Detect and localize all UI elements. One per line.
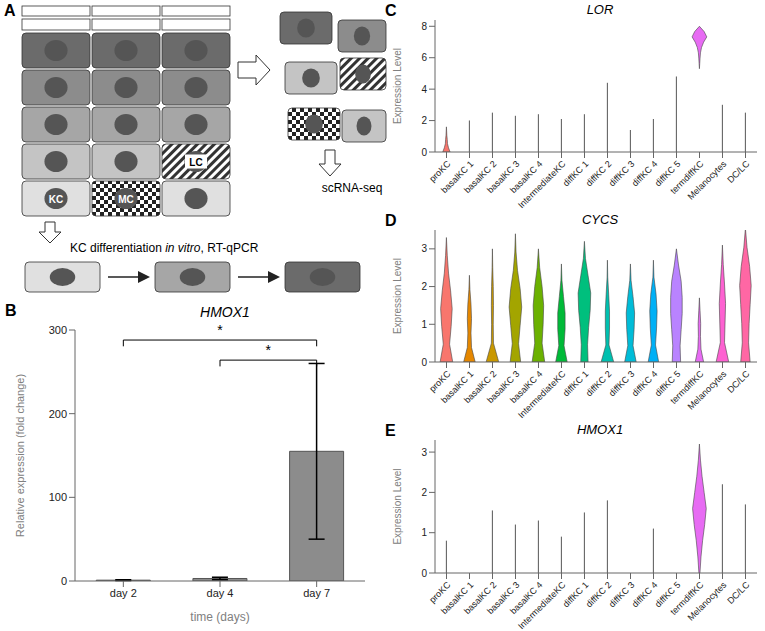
html-text:CYCS: CYCS [581,212,619,227]
svg-text:day 2: day 2 [110,587,137,599]
svg-text:time (days): time (days) [190,610,249,624]
svg-text:termdiffKC: termdiffKC [668,579,706,617]
html-text:LOR: LOR [586,2,614,17]
svg-text:A: A [8,2,16,19]
svg-text:basalKC 3: basalKC 3 [485,579,522,617]
html-text:B: B [5,302,17,319]
svg-text:Relative expression (fold chan: Relative expression (fold change) [14,374,26,537]
svg-text:diffKC 5: diffKC 5 [652,368,683,399]
svg-text:1: 1 [421,319,427,330]
svg-text:DC/LC: DC/LC [725,159,752,186]
svg-text:diffKC 1: diffKC 1 [560,368,591,399]
svg-text:basalKC 4: basalKC 4 [508,368,545,406]
svg-text:basalKC 1: basalKC 1 [439,158,476,196]
svg-text:0: 0 [421,568,427,579]
svg-text:2: 2 [421,487,427,498]
svg-text:IntermediateKC: IntermediateKC [516,369,568,420]
svg-text:Melanocytes: Melanocytes [686,159,729,202]
html-text:C: C [385,2,397,19]
svg-text:4: 4 [421,84,427,95]
svg-text:100: 100 [49,491,67,503]
svg-text:*: * [217,322,223,338]
svg-text:300: 300 [49,324,67,336]
svg-text:2: 2 [421,115,427,126]
svg-text:3: 3 [421,243,427,254]
svg-text:proKC: proKC [427,368,453,394]
svg-text:diffKC 2: diffKC 2 [583,368,614,399]
svg-text:Expression Level: Expression Level [392,48,403,124]
svg-text:diffKC 5: diffKC 5 [652,158,683,189]
svg-text:basalKC 4: basalKC 4 [508,158,545,196]
svg-text:proKC: proKC [427,579,453,605]
svg-text:1: 1 [421,527,427,538]
svg-text:0: 0 [61,575,67,587]
html-text:HMOX1: HMOX1 [200,304,250,320]
svg-text:proKC: proKC [427,158,453,184]
svg-text:Expression Level: Expression Level [392,468,403,544]
svg-text:termdiffKC: termdiffKC [668,158,706,196]
svg-text:Expression Level: Expression Level [392,258,403,334]
html-text:E: E [385,422,396,439]
svg-text:basalKC 2: basalKC 2 [462,579,499,617]
svg-text:diffKC 1: diffKC 1 [560,158,591,189]
svg-text:3: 3 [421,447,427,458]
svg-text:diffKC 4: diffKC 4 [629,158,660,189]
svg-text:6: 6 [421,52,427,63]
svg-text:IntermediateKC: IntermediateKC [516,159,568,210]
svg-text:diffKC 2: diffKC 2 [583,158,614,189]
svg-text:day 7: day 7 [303,587,330,599]
svg-text:diffKC 1: diffKC 1 [560,579,591,610]
svg-text:LC: LC [189,157,202,168]
svg-text:2: 2 [421,281,427,292]
svg-text:basalKC 3: basalKC 3 [485,368,522,406]
svg-text:DC/LC: DC/LC [725,369,752,396]
svg-text:diffKC 3: diffKC 3 [606,368,637,399]
svg-text:diffKC 4: diffKC 4 [629,368,660,399]
svg-text:diffKC 4: diffKC 4 [629,579,660,610]
svg-text:200: 200 [49,408,67,420]
svg-text:Melanocytes: Melanocytes [686,369,729,412]
svg-text:0: 0 [421,147,427,158]
svg-text:termdiffKC: termdiffKC [668,368,706,406]
svg-text:MC: MC [118,194,134,205]
svg-text:IntermediateKC: IntermediateKC [516,580,568,631]
svg-text:diffKC 2: diffKC 2 [583,579,614,610]
svg-text:DC/LC: DC/LC [725,580,752,607]
svg-text:8: 8 [421,21,427,32]
svg-text:day 4: day 4 [207,587,234,599]
svg-text:basalKC 3: basalKC 3 [485,158,522,196]
svg-text:basalKC 2: basalKC 2 [462,368,499,406]
svg-text:diffKC 3: diffKC 3 [606,579,637,610]
svg-text:basalKC 2: basalKC 2 [462,158,499,196]
svg-text:basalKC 4: basalKC 4 [508,579,545,617]
svg-text:KC differentiation in vitro, R: KC differentiation in vitro, RT-qPCR [70,241,259,255]
svg-text:diffKC 3: diffKC 3 [606,158,637,189]
svg-text:0: 0 [421,357,427,368]
html-text:D: D [385,212,397,229]
svg-text:*: * [266,342,272,358]
html-text:HMOX1: HMOX1 [576,422,624,437]
svg-text:scRNA-seq: scRNA-seq [322,181,383,195]
svg-text:basalKC 1: basalKC 1 [439,368,476,406]
svg-text:basalKC 1: basalKC 1 [439,579,476,617]
svg-text:Melanocytes: Melanocytes [686,580,729,623]
svg-text:diffKC 5: diffKC 5 [652,579,683,610]
svg-text:KC: KC [49,194,63,205]
